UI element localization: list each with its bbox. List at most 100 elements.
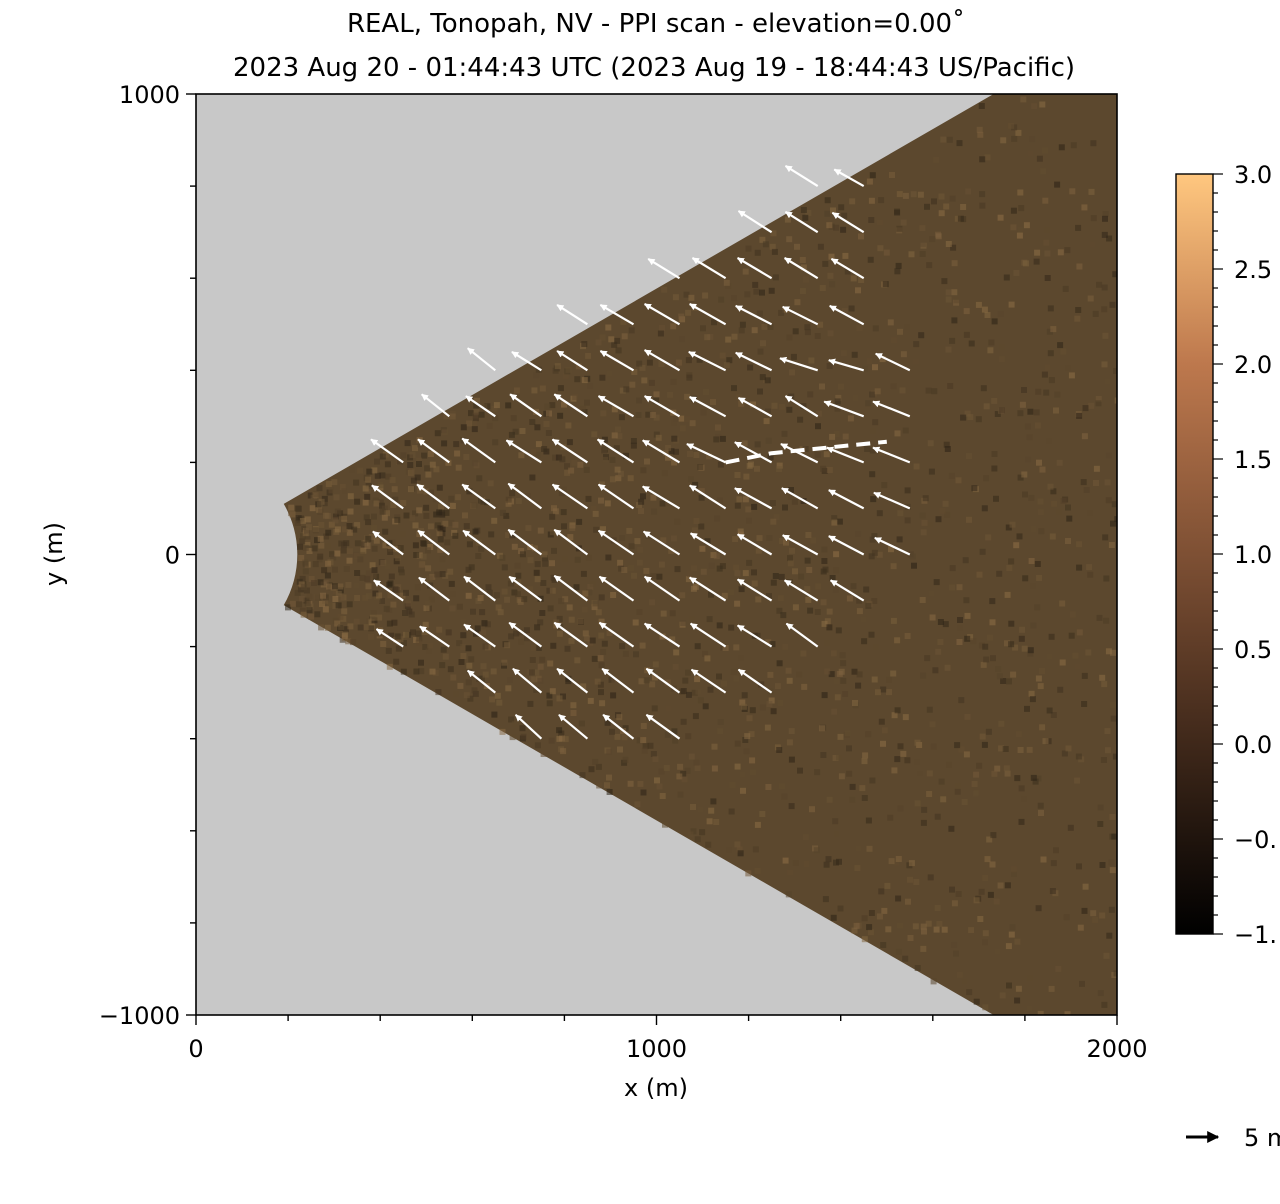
- texture-cell: [302, 568, 309, 575]
- texture-cell: [1114, 397, 1117, 404]
- texture-cell: [885, 926, 892, 933]
- texture-cell: [400, 452, 407, 459]
- texture-cell: [471, 502, 478, 509]
- texture-cell: [623, 452, 629, 459]
- texture-cell: [766, 593, 772, 600]
- x-tick-label: 2000: [1086, 1035, 1147, 1063]
- texture-cell: [904, 323, 911, 330]
- texture-cell: [474, 625, 481, 632]
- texture-cell: [504, 596, 511, 603]
- texture-cell: [353, 618, 360, 625]
- texture-cell: [1103, 952, 1110, 959]
- texture-cell: [1039, 101, 1046, 108]
- texture-cell: [614, 733, 621, 740]
- texture-cell: [840, 677, 847, 684]
- texture-cell: [660, 537, 667, 544]
- texture-cell: [489, 696, 496, 703]
- texture-cell: [1086, 564, 1093, 571]
- texture-cell: [549, 688, 556, 695]
- texture-cell: [427, 544, 434, 550]
- texture-cell: [427, 523, 434, 530]
- texture-cell: [564, 463, 570, 470]
- texture-cell: [766, 701, 773, 708]
- texture-cell: [997, 214, 1004, 221]
- texture-cell: [537, 678, 544, 684]
- texture-cell: [403, 631, 409, 638]
- texture-cell: [836, 670, 843, 677]
- texture-cell: [911, 562, 917, 569]
- texture-cell: [614, 635, 621, 641]
- texture-cell: [894, 209, 901, 216]
- texture-cell: [1042, 738, 1049, 745]
- texture-cell: [386, 581, 393, 588]
- texture-cell: [866, 178, 873, 185]
- wind-vector: [823, 400, 865, 418]
- texture-cell: [1076, 629, 1083, 636]
- texture-cell: [578, 720, 585, 727]
- texture-cell: [368, 625, 375, 632]
- texture-cell: [318, 508, 325, 515]
- texture-cell: [960, 414, 967, 421]
- texture-cell: [803, 276, 809, 283]
- texture-cell: [611, 677, 618, 684]
- texture-cell: [921, 928, 927, 935]
- texture-cell: [855, 682, 862, 689]
- texture-cell: [449, 413, 456, 420]
- texture-cell: [635, 412, 642, 418]
- texture-cell: [594, 678, 601, 685]
- texture-cell: [581, 409, 588, 416]
- texture-cell: [423, 512, 430, 519]
- texture-cell: [422, 644, 429, 650]
- texture-cell: [925, 920, 932, 927]
- texture-cell: [606, 370, 613, 377]
- wind-vector: [688, 350, 727, 372]
- texture-cell: [740, 703, 747, 710]
- texture-cell: [914, 739, 921, 746]
- texture-cell: [817, 243, 824, 250]
- texture-cell: [983, 475, 990, 482]
- texture-cell: [1049, 533, 1056, 540]
- texture-cell: [473, 407, 480, 414]
- texture-cell: [933, 926, 940, 933]
- texture-cell: [429, 668, 436, 675]
- texture-cell: [1072, 652, 1079, 659]
- texture-cell: [747, 364, 754, 371]
- texture-cell: [467, 695, 474, 702]
- texture-cell: [728, 808, 735, 815]
- texture-cell: [956, 584, 963, 591]
- texture-cell: [842, 433, 849, 440]
- texture-cell: [907, 876, 913, 883]
- texture-cell: [762, 241, 769, 248]
- texture-cell: [764, 377, 771, 384]
- texture-cell: [782, 643, 789, 650]
- texture-cell: [1017, 227, 1024, 233]
- texture-cell: [815, 410, 822, 417]
- texture-cell: [384, 563, 391, 570]
- texture-cell: [1101, 1001, 1108, 1008]
- texture-cell: [334, 620, 341, 627]
- texture-cell: [759, 374, 766, 381]
- texture-cell: [600, 410, 607, 417]
- texture-cell: [840, 226, 847, 233]
- texture-cell: [919, 240, 926, 247]
- texture-cell: [1111, 833, 1117, 840]
- texture-cell: [1053, 847, 1059, 854]
- texture-cell: [822, 896, 829, 903]
- texture-cell: [828, 671, 835, 678]
- texture-cell: [838, 383, 844, 390]
- texture-cell: [501, 588, 508, 595]
- texture-cell: [897, 328, 903, 335]
- texture-cell: [990, 832, 997, 839]
- texture-cell: [935, 516, 942, 523]
- texture-cell: [379, 453, 386, 460]
- texture-cell: [957, 215, 964, 222]
- texture-cell: [738, 586, 745, 593]
- texture-cell: [615, 347, 622, 354]
- texture-cell: [949, 565, 956, 572]
- texture-cell: [871, 549, 878, 556]
- texture-cell: [968, 340, 975, 347]
- texture-cell: [855, 530, 862, 537]
- texture-cell: [482, 643, 489, 650]
- texture-cell: [610, 692, 617, 699]
